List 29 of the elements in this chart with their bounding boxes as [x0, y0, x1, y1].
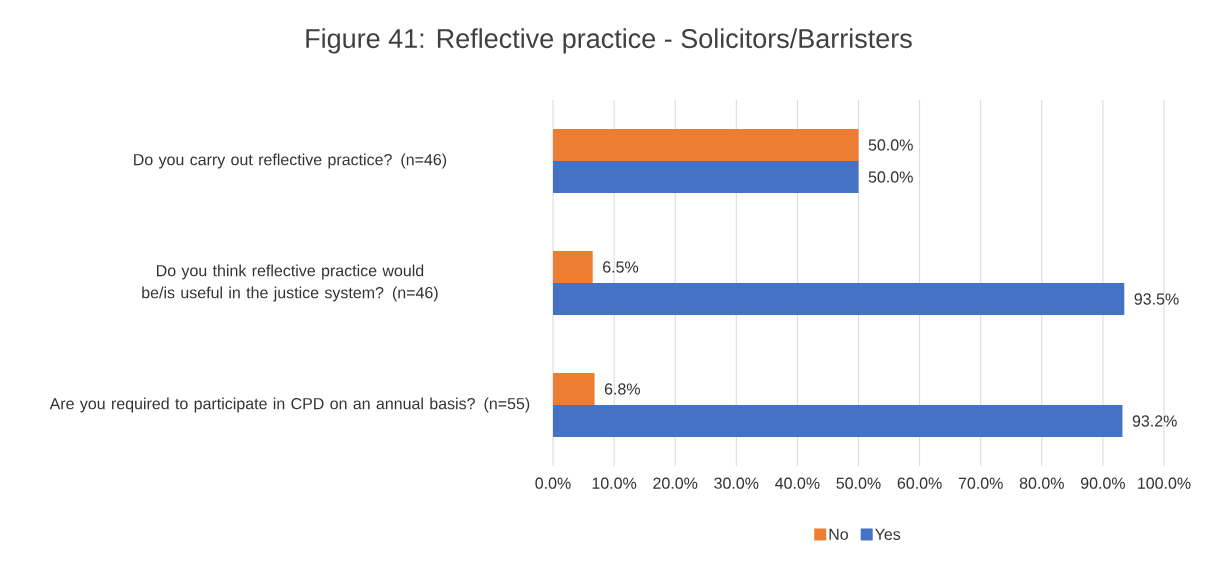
bar — [553, 251, 593, 284]
data-label: 6.5% — [603, 261, 639, 273]
x-tick-label: 40.0% — [775, 477, 820, 489]
y-tick-label: Do you carry out reflective practice? (n=46) — [134, 153, 447, 169]
bar — [553, 373, 595, 406]
bar — [553, 129, 859, 162]
data-label: 50.0% — [868, 171, 913, 183]
bar — [553, 283, 1125, 316]
x-tick-label: 0.0% — [535, 477, 571, 489]
x-tick-label: 20.0% — [653, 477, 698, 489]
x-tick-label: 50.0% — [836, 477, 881, 489]
x-tick-label: 100.0% — [1138, 477, 1191, 489]
data-label: 6.8% — [604, 383, 640, 395]
legend-label: Yes — [875, 528, 901, 540]
legend-label: No — [829, 528, 848, 540]
x-tick-label: 10.0% — [592, 477, 637, 489]
data-label: 50.0% — [868, 139, 913, 151]
x-tick-label: 90.0% — [1080, 477, 1126, 489]
y-tick-label: Are you required to participate in CPD on an annual basis? (n=55) — [49, 397, 530, 413]
x-tick-label: 70.0% — [958, 477, 1003, 489]
bar — [553, 405, 1123, 437]
x-tick-label: 80.0% — [1019, 477, 1064, 489]
x-tick-label: 60.0% — [897, 477, 942, 489]
data-label: 93.2% — [1132, 415, 1177, 427]
data-label: 93.5% — [1134, 293, 1179, 305]
bar — [553, 161, 859, 194]
chart-title: Figure 41: Reflective practice - Solicitors/Barristers — [306, 28, 912, 54]
x-tick-label: 30.0% — [714, 477, 759, 489]
y-tick-label: Do you think reflective practice would be/is useful in the justice system? (n=46) — [142, 264, 438, 302]
